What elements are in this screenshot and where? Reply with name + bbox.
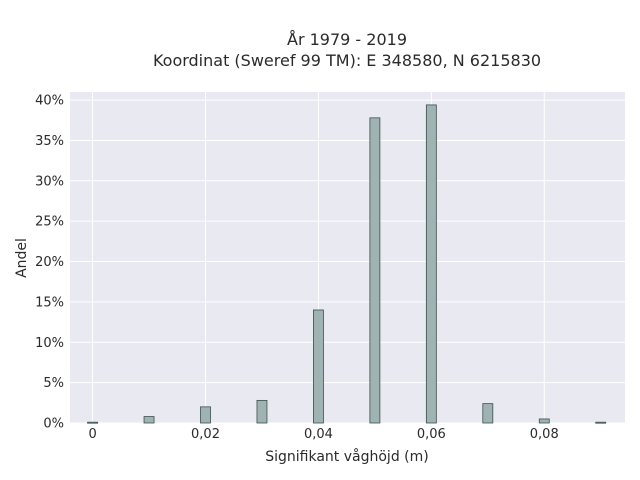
x-tick-label: 0,04 bbox=[304, 427, 333, 442]
y-tick-label: 25% bbox=[35, 215, 64, 230]
bars bbox=[87, 104, 607, 424]
plot-area bbox=[70, 92, 625, 423]
chart-title-line1: År 1979 - 2019 bbox=[287, 30, 407, 49]
histogram-bar bbox=[313, 309, 324, 424]
histogram-bar bbox=[200, 406, 211, 424]
histogram-bar bbox=[425, 104, 437, 424]
y-tick-label: 30% bbox=[35, 174, 64, 189]
y-axis-label: Andel bbox=[14, 238, 30, 278]
y-tick-label: 5% bbox=[43, 376, 64, 391]
y-tick-label: 40% bbox=[35, 94, 64, 109]
y-tick-label: 15% bbox=[35, 295, 64, 310]
y-tick-label: 0% bbox=[43, 417, 64, 432]
histogram-bar bbox=[538, 418, 550, 424]
x-axis-ticks: 0 0,02 0,04 0,06 0,08 bbox=[88, 427, 558, 442]
y-tick-label: 10% bbox=[35, 336, 64, 351]
y-tick-label: 35% bbox=[35, 134, 64, 149]
x-tick-label: 0 bbox=[88, 427, 96, 442]
chart-title-line2: Koordinat (Sweref 99 TM): E 348580, N 62… bbox=[153, 51, 541, 70]
x-tick-label: 0,08 bbox=[530, 427, 559, 442]
histogram-bar bbox=[595, 421, 607, 424]
histogram-bar bbox=[482, 403, 494, 424]
histogram-bar bbox=[369, 117, 381, 424]
histogram-bar bbox=[256, 399, 268, 424]
histogram-bar bbox=[87, 421, 98, 424]
y-tick-label: 20% bbox=[35, 255, 64, 270]
y-axis-ticks: 0% 5% 10% 15% 20% 25% 30% 35% 40% bbox=[35, 94, 64, 432]
x-tick-label: 0,06 bbox=[417, 427, 446, 442]
x-axis-label: Signifikant våghöjd (m) bbox=[265, 448, 428, 465]
histogram-bar bbox=[143, 416, 155, 424]
x-tick-label: 0,02 bbox=[191, 427, 220, 442]
gridlines bbox=[70, 92, 625, 424]
